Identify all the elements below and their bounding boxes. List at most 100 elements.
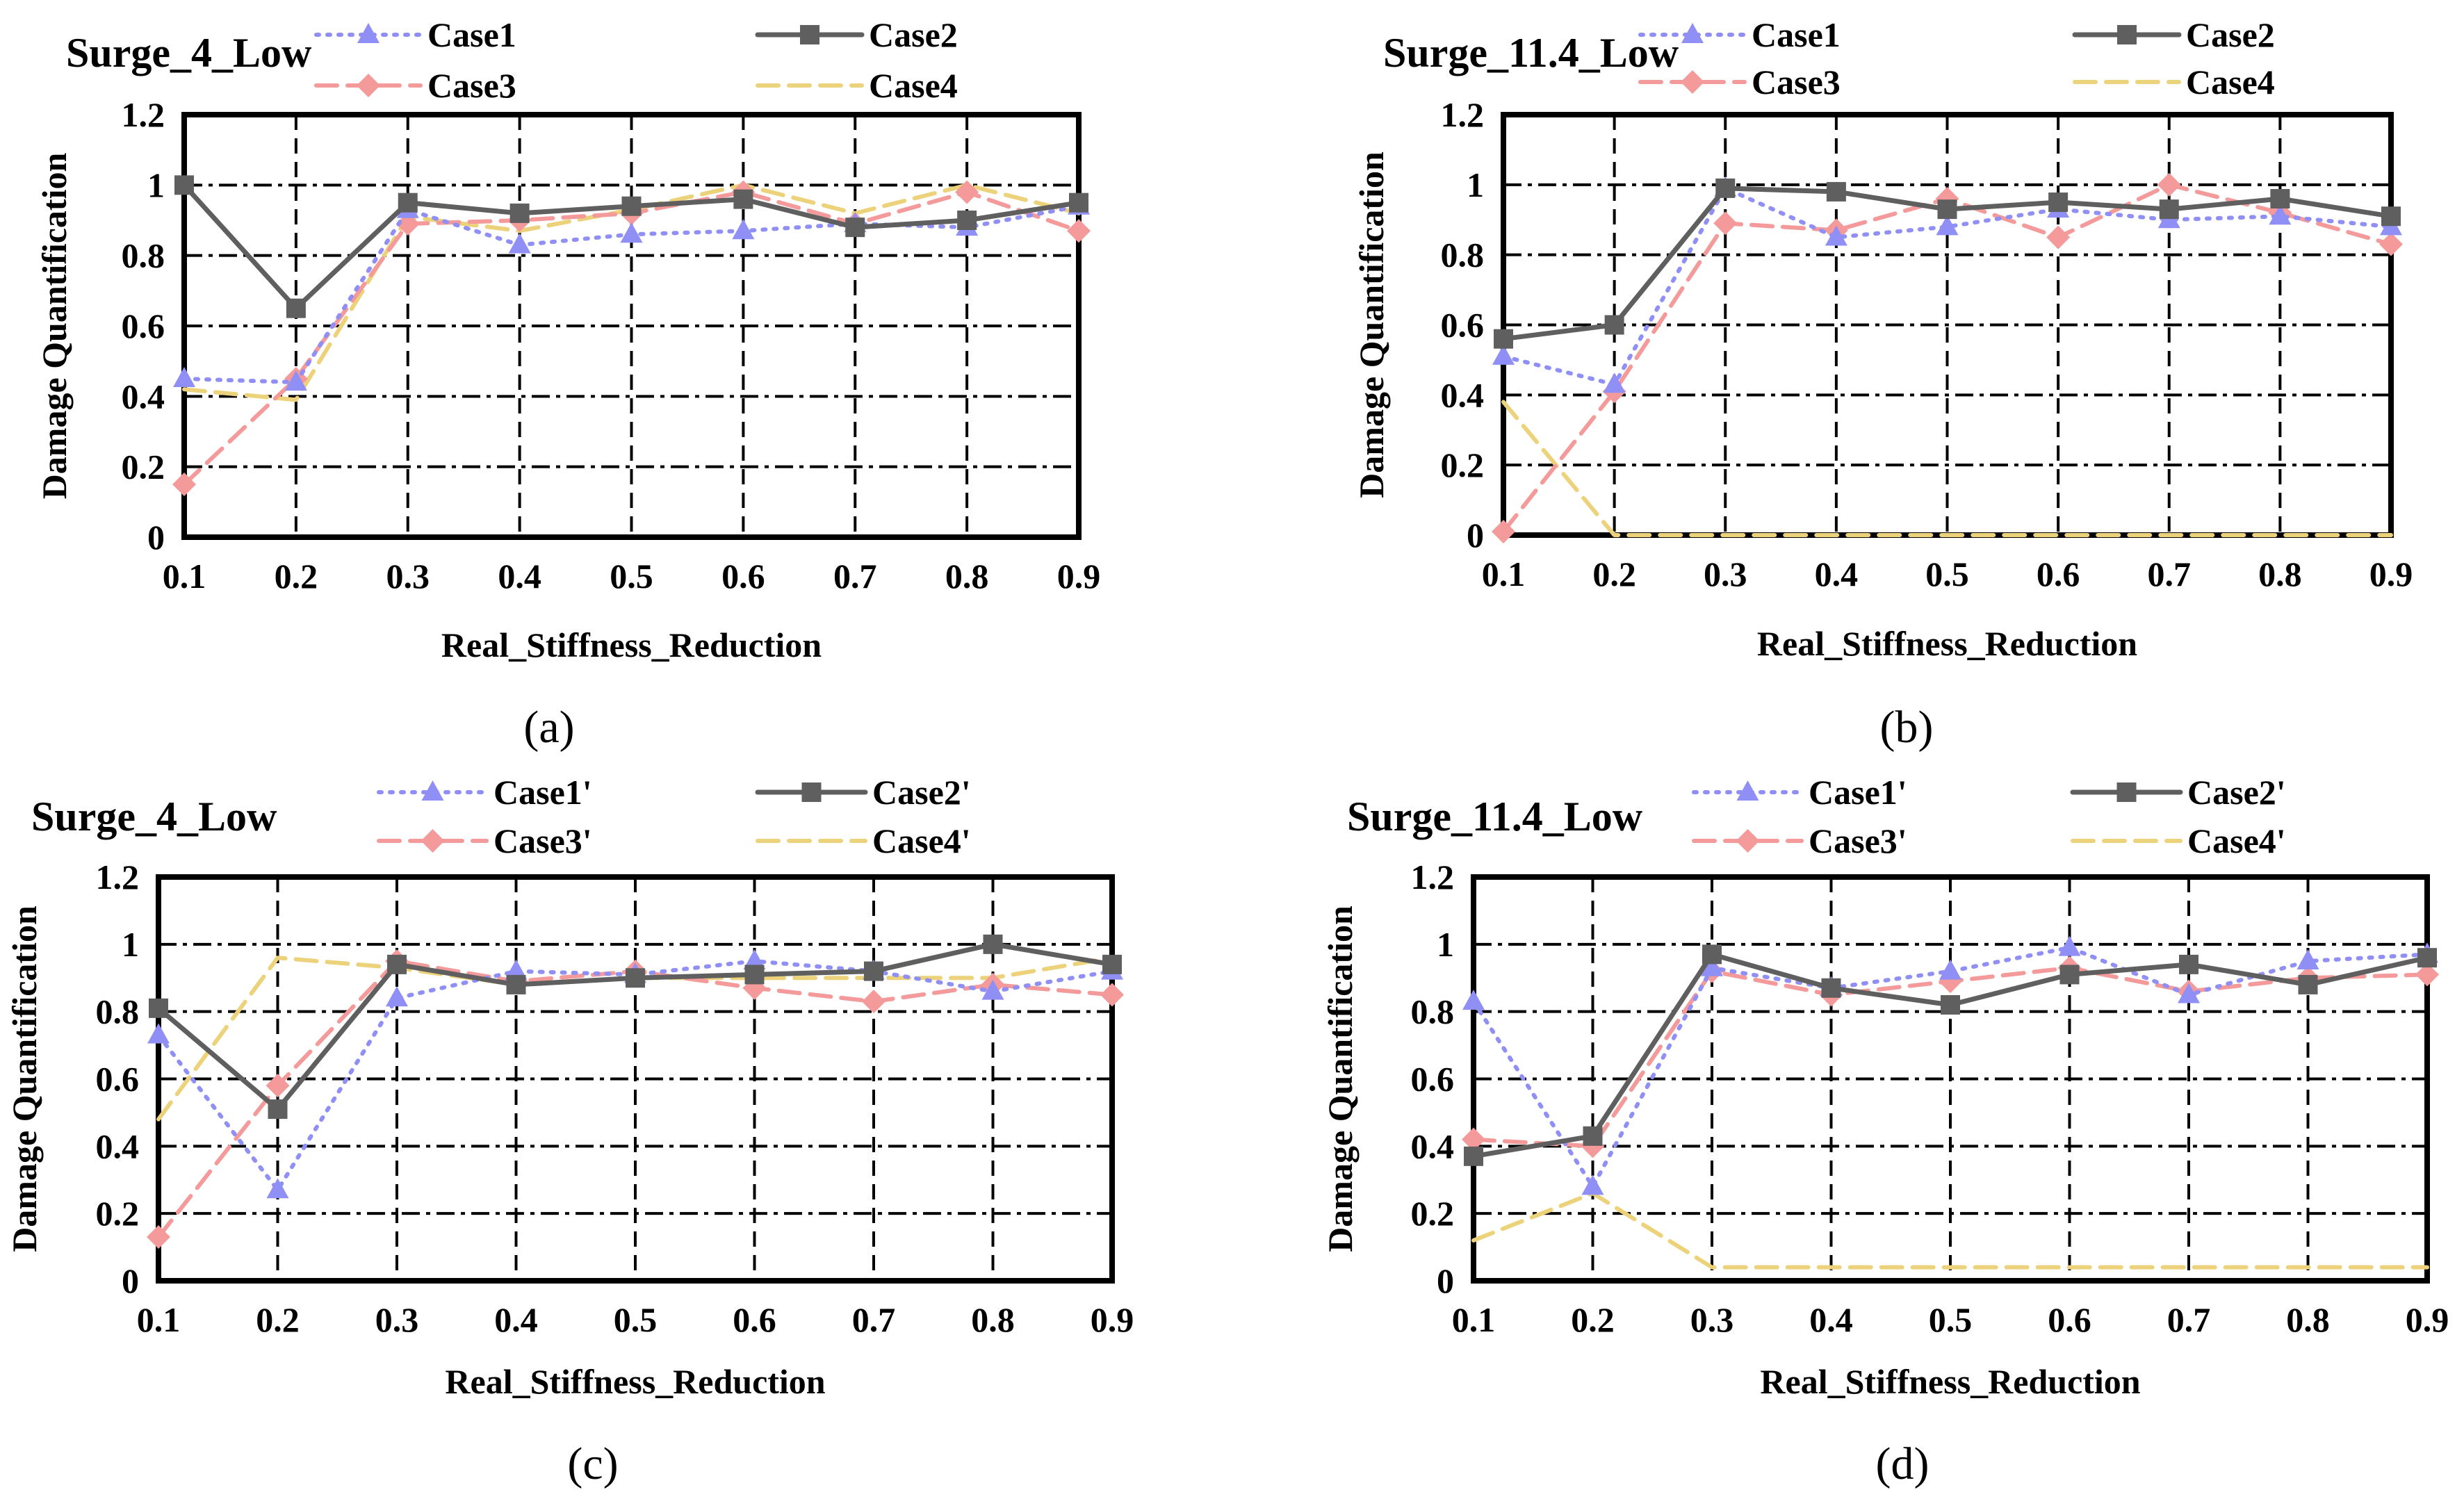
legend-label-case1: Case1	[427, 15, 516, 54]
x-tick-label: 0.7	[2167, 1300, 2211, 1339]
data-point-case3	[266, 1074, 290, 1098]
x-axis-label: Real_Stiffness_Reduction	[445, 1362, 825, 1401]
y-axis-label: Damage Quantification	[1321, 905, 1360, 1252]
data-point-case3	[955, 180, 979, 204]
y-tick-label: 0.4	[96, 1126, 140, 1165]
data-point-case2	[1821, 978, 1841, 998]
series-line-case1	[156, 959, 1114, 1193]
data-point-case2	[398, 192, 418, 213]
chart-b: 0 0.2 0.4 0.6 0.8 1 1.2 0.1 0.2 0.3 0.4 0.5 0.6 0.7 0.…	[1352, 15, 2413, 663]
data-point-case2	[1494, 329, 1513, 349]
data-point-case2	[2417, 948, 2437, 968]
x-tick-label: 0.8	[2286, 1300, 2330, 1339]
data-point-case2	[1941, 994, 1960, 1015]
series-line-case1	[1501, 186, 2393, 387]
y-tick-label: 0.6	[96, 1060, 140, 1099]
data-point-case2	[621, 196, 642, 216]
plot-frame	[181, 112, 1082, 540]
data-point-case2	[2381, 206, 2401, 227]
data-point-case1	[732, 219, 755, 240]
data-point-case2	[957, 211, 977, 230]
y-tick-label: 0.8	[1441, 236, 1485, 274]
data-point-case3	[2157, 172, 2181, 197]
chart-c: 0 0.2 0.4 0.6 0.8 1 1.2 0.1 0.2 0.3 0.4 0.5 0.6 0.7 0.…	[5, 773, 1134, 1401]
data-point-case1	[284, 370, 307, 391]
panel-label-b: (b)	[1880, 702, 1934, 753]
data-point-case1	[2269, 204, 2292, 225]
data-point-case2	[733, 189, 753, 209]
x-tick-label: 0.5	[614, 1300, 658, 1339]
x-tick-label: 0.7	[852, 1300, 896, 1339]
data-point-case1	[147, 1023, 170, 1044]
data-point-case2	[845, 218, 865, 238]
data-point-case2	[174, 175, 194, 195]
data-point-case1	[981, 979, 1004, 1000]
data-point-case1	[1492, 344, 1515, 365]
data-point-case2	[2270, 189, 2290, 208]
y-tick-label: 0.8	[1411, 992, 1455, 1031]
legend-marker-case1	[1736, 780, 1759, 801]
data-point-case2	[1715, 178, 1736, 198]
y-tick-label: 0.4	[122, 377, 165, 416]
data-point-case3	[1067, 219, 1091, 243]
legend-marker-case3	[1736, 829, 1760, 853]
legend-marker-case2	[2117, 25, 2137, 44]
x-tick-label: 0.1	[1482, 555, 1526, 593]
series-line-case4	[156, 956, 1114, 1122]
x-tick-label: 0.7	[833, 557, 877, 596]
chart-title: Surge_11.4_Low	[1347, 794, 1643, 839]
data-point-case2	[864, 961, 883, 981]
x-tick-label: 0.2	[1571, 1300, 1615, 1339]
x-tick-label: 0.4	[498, 557, 541, 596]
y-tick-label: 0	[1437, 1261, 1454, 1300]
x-tick-label: 0.9	[1057, 557, 1101, 596]
data-point-case1	[173, 367, 195, 387]
y-tick-label: 0.6	[122, 306, 165, 345]
y-tick-label: 0	[122, 1261, 139, 1300]
legend-label-case2: Case2	[2186, 15, 2275, 54]
data-point-case2	[506, 974, 526, 994]
chart-title: Surge_11.4_Low	[1383, 30, 1679, 76]
legend-label-case4: Case4'	[2187, 821, 2286, 860]
x-tick-label: 0.1	[137, 1300, 181, 1339]
legend-label-case2: Case2'	[2187, 773, 2286, 812]
x-tick-label: 0.6	[2037, 555, 2080, 593]
legend-label-case3: Case3	[427, 66, 516, 105]
y-tick-label: 1.2	[1441, 95, 1485, 134]
chart-title: Surge_4_Low	[31, 794, 277, 839]
data-point-case2	[1937, 199, 1957, 220]
x-tick-label: 0.3	[1704, 555, 1747, 593]
y-tick-label: 1	[147, 165, 165, 204]
y-tick-label: 0.2	[1411, 1194, 1455, 1233]
y-tick-label: 0.8	[122, 236, 165, 275]
data-point-case2	[149, 998, 168, 1018]
data-point-case1	[1939, 959, 1961, 980]
data-point-case1	[1936, 215, 1959, 236]
plot-frame	[1471, 874, 2430, 1284]
legend-label-case4: Case4	[869, 66, 958, 105]
chart-a: 0 0.2 0.4 0.6 0.8 1 1.2 0.1 0.2 0.3 0.4 0.5 0.6 0.7 0.…	[35, 15, 1100, 664]
data-point-case3	[862, 990, 886, 1014]
data-point-case2	[2179, 954, 2198, 974]
x-tick-label: 0.2	[275, 557, 318, 596]
data-point-case3	[1100, 983, 1124, 1007]
data-point-case1	[620, 222, 643, 243]
data-point-case2	[509, 203, 530, 223]
legend-label-case4: Case4'	[872, 821, 971, 860]
x-tick-label: 0.9	[1091, 1300, 1134, 1339]
x-tick-label: 0.2	[256, 1300, 300, 1339]
data-point-case2	[1702, 944, 1722, 965]
legend-marker-case3	[357, 74, 380, 97]
data-point-case1	[386, 986, 408, 1007]
data-point-case2	[1583, 1126, 1603, 1146]
data-point-case2	[387, 954, 407, 974]
data-point-case1	[508, 233, 531, 254]
x-tick-label: 0.7	[2148, 555, 2192, 593]
x-tick-label: 0.3	[1690, 1300, 1734, 1339]
data-point-case2	[2059, 965, 2080, 985]
y-tick-label: 0	[1467, 516, 1484, 555]
legend-label-case3: Case3	[1752, 63, 1841, 101]
x-tick-label: 0.6	[2048, 1300, 2091, 1339]
legend-label-case1: Case1'	[1809, 773, 1907, 812]
data-point-case1	[1581, 1174, 1604, 1195]
